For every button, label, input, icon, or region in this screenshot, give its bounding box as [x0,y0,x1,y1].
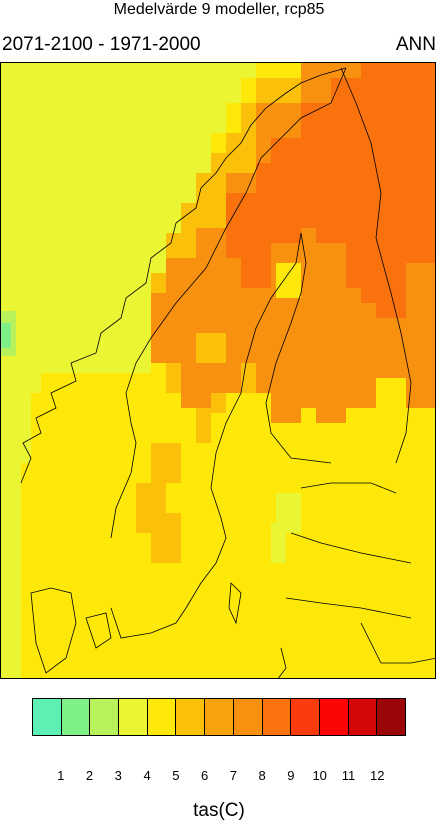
temperature-map [1,63,435,678]
color-legend [32,698,406,736]
coastlines [20,67,435,678]
map-region-level-2 [1,323,11,348]
color-legend-swatch-1 [61,699,91,735]
color-legend-tick-label: 5 [172,768,180,783]
map-title: Medelvärde 9 modeller, rcp85 [113,1,325,18]
color-legend-tick-label: 3 [114,768,122,783]
color-legend-tick-label: 2 [85,768,94,783]
color-legend-swatch-10 [319,699,349,735]
color-legend-swatch-5 [176,699,206,735]
season-label: ANN [395,34,436,55]
map-panel [0,62,436,679]
map-region-level-8 [226,63,435,303]
color-legend-tick-label: 11 [341,768,356,783]
color-legend-swatch-12 [377,699,405,735]
map-region-level-4 [1,63,256,443]
map-region-level-7 [271,393,301,423]
period-label: 2071-2100 - 1971-2000 [2,34,201,55]
color-legend-tick-label: 4 [143,768,151,783]
color-legend-tick-label: 12 [369,768,385,783]
color-legend-swatch-6 [205,699,234,735]
map-region-level-5 [276,263,301,298]
color-legend-tick-label: 9 [287,768,295,783]
color-legend-swatch-3 [119,699,148,735]
map-region-level-6 [136,443,181,563]
color-legend-tick-label: 8 [258,768,266,783]
map-region-level-4 [1,443,31,678]
color-legend-tick-label: 1 [57,768,65,783]
units-label: tas(C) [193,800,245,821]
color-legend-swatch-2 [90,699,120,735]
color-legend-swatch-7 [233,699,263,735]
color-legend-tick-label: 10 [312,768,327,783]
color-legend-swatch-9 [291,699,320,735]
map-region-level-4 [271,493,301,563]
color-legend-swatch-4 [147,699,177,735]
color-legend-tick-label: 7 [229,768,237,783]
map-region-level-7 [181,363,241,408]
color-legend-swatch-8 [262,699,292,735]
color-legend-swatch-0 [33,699,62,735]
color-legend-swatch-11 [348,699,378,735]
map-region-level-8 [361,263,406,318]
color-legend-tick-label: 6 [200,768,209,783]
